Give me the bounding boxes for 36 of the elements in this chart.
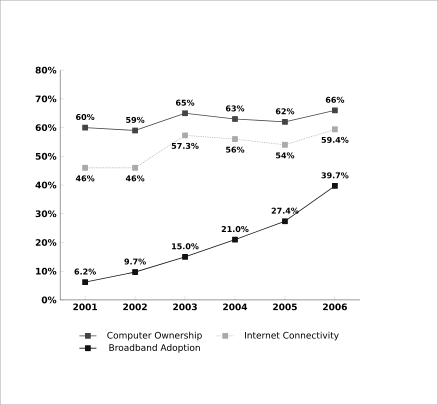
point bbox=[332, 126, 338, 132]
y-tick-label: 0% bbox=[42, 296, 56, 304]
point bbox=[82, 124, 88, 130]
y-tick-label: 50% bbox=[36, 152, 56, 160]
y-tick-label: 20% bbox=[36, 239, 56, 246]
point bbox=[282, 142, 288, 148]
point bbox=[132, 269, 138, 275]
point bbox=[182, 254, 188, 260]
x-tick-label: 2002 bbox=[123, 303, 147, 310]
point bbox=[332, 182, 338, 189]
y-tick-label: 70% bbox=[36, 95, 56, 102]
x-tick-label: 2003 bbox=[173, 303, 197, 310]
point bbox=[232, 116, 238, 122]
point bbox=[182, 132, 188, 138]
point bbox=[232, 236, 238, 242]
x-tick-label: 2001 bbox=[73, 303, 98, 310]
y-tick-label: 30% bbox=[36, 210, 56, 218]
point bbox=[132, 128, 138, 134]
y-tick-label: 40% bbox=[36, 182, 56, 188]
x-tick-label: 2004 bbox=[223, 303, 248, 310]
y-tick-label: 10% bbox=[36, 268, 56, 275]
x-tick-label: 2005 bbox=[273, 303, 297, 310]
y-tick-label: 80% bbox=[36, 66, 56, 74]
point bbox=[282, 218, 288, 224]
point bbox=[282, 118, 288, 125]
point bbox=[82, 164, 88, 171]
point bbox=[132, 164, 138, 171]
legend-label: Computer Ownership bbox=[107, 332, 202, 340]
point bbox=[332, 107, 338, 114]
legend-label: Internet Connectivity bbox=[245, 332, 339, 340]
point bbox=[232, 136, 238, 142]
point bbox=[82, 279, 88, 286]
x-tick-label: 2006 bbox=[323, 303, 347, 310]
point bbox=[182, 110, 188, 116]
y-tick-label: 60% bbox=[36, 124, 56, 131]
legend-label: Broadband Adoption bbox=[109, 344, 200, 353]
